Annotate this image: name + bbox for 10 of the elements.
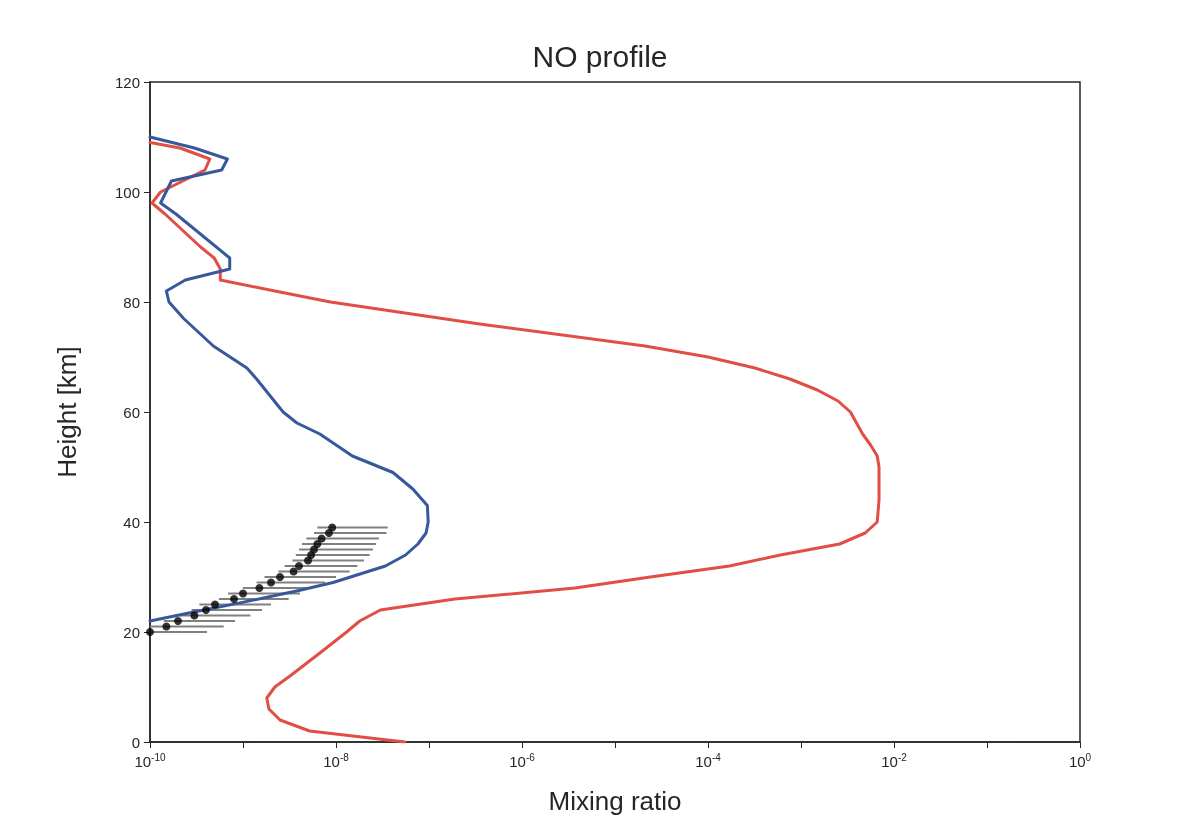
y-tick-label: 20 bbox=[123, 623, 140, 641]
y-tick-label: 40 bbox=[123, 513, 140, 531]
chart-title: NO profile bbox=[532, 39, 668, 73]
y-tick-label: 80 bbox=[123, 293, 140, 311]
y-tick-label: 0 bbox=[131, 733, 140, 751]
y-tick-label: 100 bbox=[114, 183, 140, 201]
y-tick-label: 60 bbox=[123, 403, 140, 421]
y-axis-title: Height [km] bbox=[52, 346, 82, 478]
y-tick-label: 120 bbox=[114, 73, 140, 91]
x-axis-title: Mixing ratio bbox=[548, 786, 682, 816]
